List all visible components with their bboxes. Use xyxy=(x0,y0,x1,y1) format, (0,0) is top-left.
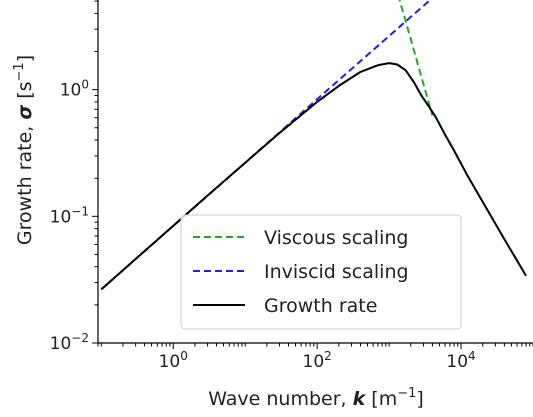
legend-box xyxy=(180,214,462,330)
inviscid-scaling-line xyxy=(100,0,432,291)
y-tick-label: 10−2 xyxy=(50,331,89,354)
y-axis-label: Growth rate, σ [s−1] xyxy=(12,55,36,245)
tick-layer: 100 102 104 10−2 10−1 100 xyxy=(50,0,533,372)
x-axis-label: Wave number, k [m−1] xyxy=(208,386,424,410)
x-tick-label: 104 xyxy=(446,349,475,372)
viscous-scaling-line xyxy=(398,0,434,116)
series-layer xyxy=(100,0,527,291)
growth-rate-line xyxy=(100,62,527,291)
y-tick-label: 10−1 xyxy=(50,204,89,227)
legend-label-inviscid-scaling: Inviscid scaling xyxy=(264,261,409,283)
legend-label-viscous-scaling: Viscous scaling xyxy=(264,227,408,249)
x-tick-label: 100 xyxy=(159,349,188,372)
x-tick-label: 102 xyxy=(303,349,332,372)
legend-label-growth-rate: Growth rate xyxy=(264,295,377,317)
axis-labels: Wave number, k [m−1] Growth rate, σ [s−1] xyxy=(12,55,424,410)
legend: Viscous scaling Inviscid scaling Growth ra… xyxy=(180,214,462,330)
y-tick-label: 100 xyxy=(60,78,89,101)
